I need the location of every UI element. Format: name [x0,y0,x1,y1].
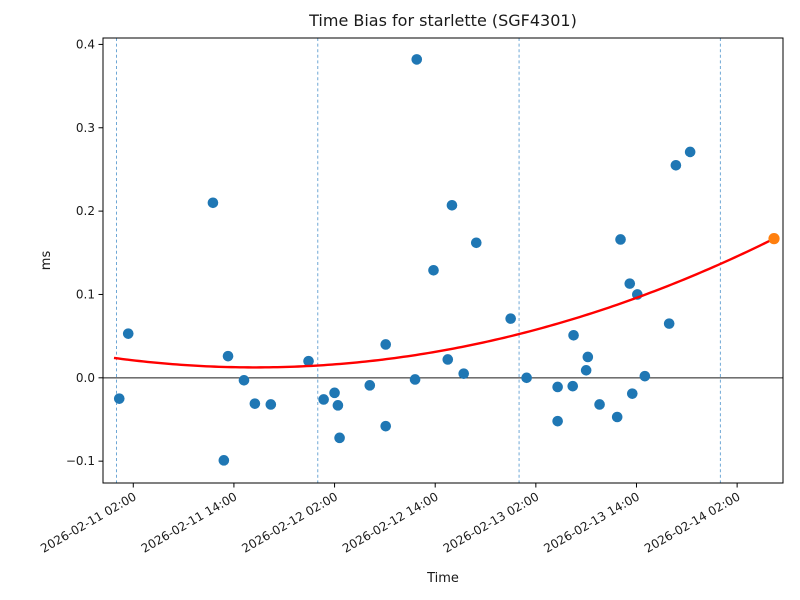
data-point [409,374,421,385]
data-point [113,393,125,404]
x-axis-label: Time [426,571,459,586]
data-point [265,399,277,410]
y-axis-label: ms [39,251,54,271]
data-point [380,420,392,432]
data-point [222,350,234,362]
plot-frame [102,37,784,484]
data-point [458,368,470,379]
data-point [318,394,329,405]
data-point [639,370,651,382]
data-point [505,313,516,324]
data-point [238,375,250,386]
data-point [122,328,134,339]
x-tick-label: 2026-02-12 14:00 [340,489,441,555]
y-tick-label: 0.1 [76,287,95,301]
data-point [334,432,345,444]
data-point [626,388,638,399]
data-point [568,330,579,341]
data-point [580,365,592,376]
data-point [207,197,219,209]
x-tick-label: 2026-02-13 02:00 [441,489,542,555]
y-tick-label: −0.1 [66,454,95,468]
y-tick-label: 0.4 [76,37,95,51]
data-point [411,54,423,65]
y-tick-label: 0.0 [76,371,95,385]
data-point [380,339,392,350]
data-point [663,318,675,329]
y-tick-label: 0.3 [76,121,95,135]
chart-title: Time Bias for starlette (SGF4301) [308,11,577,30]
data-point [249,398,261,409]
data-point [611,411,623,423]
data-point [552,415,563,427]
data-point [332,400,344,411]
fit-curve [113,238,773,369]
x-tick-label: 2026-02-11 02:00 [38,489,139,555]
data-point [552,381,563,393]
data-point [470,237,482,249]
data-point [684,146,696,158]
data-point [446,199,458,211]
x-tick-label: 2026-02-12 02:00 [239,489,340,555]
x-tick-label: 2026-02-11 14:00 [139,489,240,555]
data-point [615,234,626,245]
data-point [624,278,636,289]
highlight-point [768,233,780,245]
x-tick-label: 2026-02-13 14:00 [541,489,642,555]
data-point [218,455,230,466]
data-point [521,372,532,384]
x-tick-label: 2026-02-14 02:00 [642,489,743,555]
data-point [428,264,439,276]
data-point [670,159,682,171]
data-point [567,380,579,392]
y-tick-label: 0.2 [76,204,95,218]
data-point [329,387,340,399]
data-point [442,354,454,365]
data-point [594,399,605,410]
data-point [364,380,376,391]
data-point [582,351,594,363]
data-point [303,355,314,367]
